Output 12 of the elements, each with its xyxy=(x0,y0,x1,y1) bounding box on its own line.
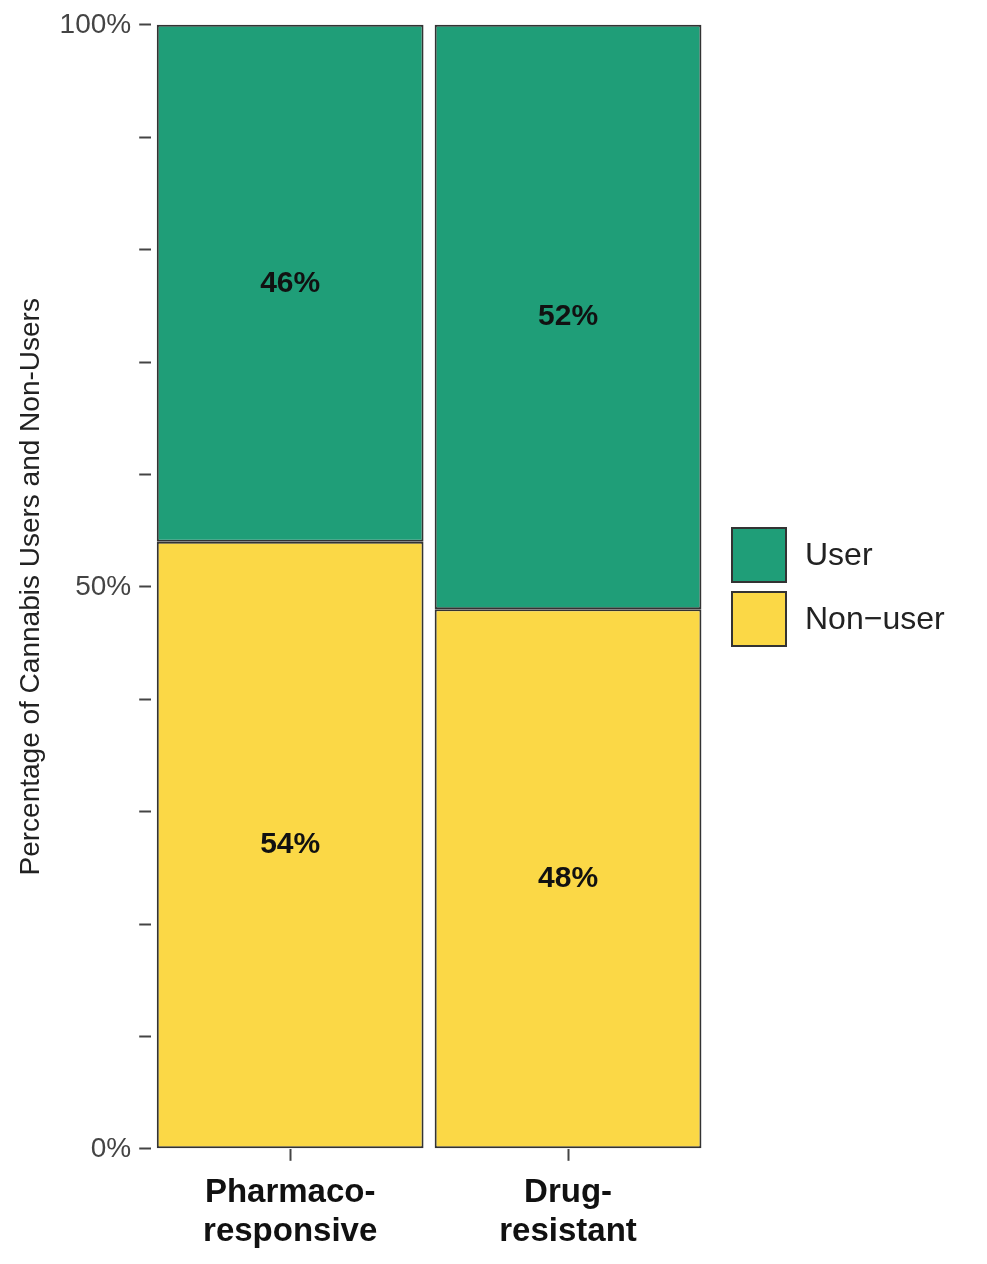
legend-label: User xyxy=(805,536,873,574)
y-tick-label: 100% xyxy=(59,7,132,39)
data-label: 54% xyxy=(260,826,321,860)
x-tick-label: Pharmaco-responsive xyxy=(203,1171,378,1249)
data-label: 46% xyxy=(260,264,321,298)
data-label: 52% xyxy=(538,298,599,332)
data-label: 48% xyxy=(538,860,599,894)
y-axis-title: Percentage of Cannabis Users and Non-Users xyxy=(13,298,45,876)
y-tick-label: 0% xyxy=(90,1131,132,1163)
y-tick-label: 50% xyxy=(75,569,132,601)
x-tick-label: Drug-resistant xyxy=(499,1171,637,1249)
text: Non−user xyxy=(805,600,945,638)
